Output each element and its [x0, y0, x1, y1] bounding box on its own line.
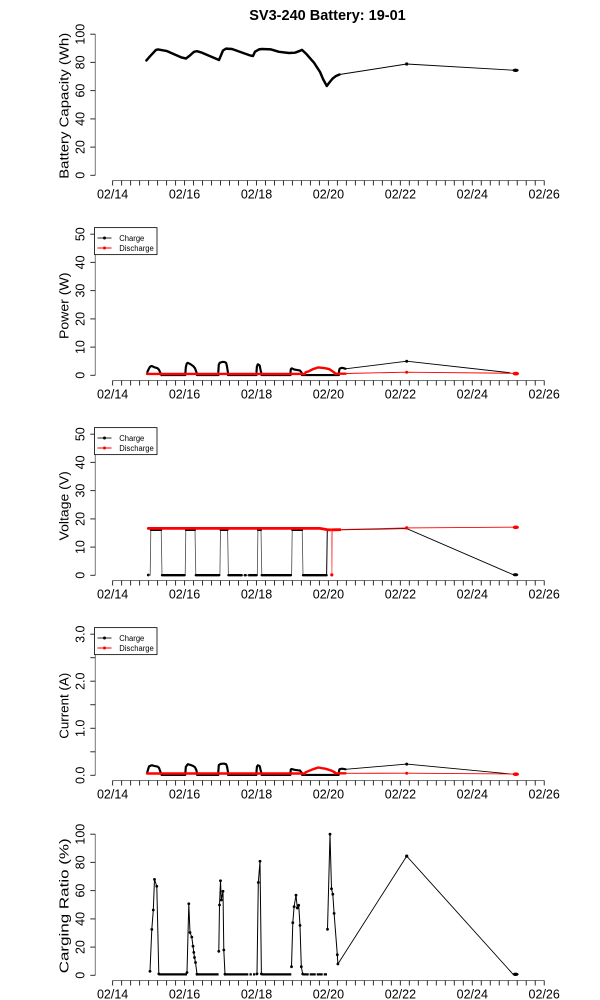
svg-text:Battery Capacity (Wh): Battery Capacity (Wh)	[57, 33, 72, 179]
svg-text:02/16: 02/16	[169, 187, 200, 201]
svg-text:1.0: 1.0	[73, 720, 87, 737]
svg-text:02/16: 02/16	[169, 987, 200, 1000]
svg-text:02/26: 02/26	[529, 587, 560, 601]
svg-text:02/14: 02/14	[97, 987, 128, 1000]
svg-text:02/22: 02/22	[385, 787, 416, 801]
svg-text:02/22: 02/22	[385, 187, 416, 201]
svg-text:30: 30	[73, 484, 87, 498]
svg-text:0: 0	[73, 972, 87, 979]
svg-text:02/24: 02/24	[457, 187, 488, 201]
svg-text:0: 0	[73, 172, 87, 179]
svg-text:Discharge: Discharge	[119, 444, 154, 453]
svg-text:0: 0	[73, 372, 87, 379]
svg-text:02/20: 02/20	[313, 987, 344, 1000]
svg-text:Power (W): Power (W)	[57, 273, 72, 340]
svg-text:0.0: 0.0	[73, 767, 87, 784]
svg-text:02/16: 02/16	[169, 387, 200, 401]
svg-text:02/26: 02/26	[529, 387, 560, 401]
svg-text:02/18: 02/18	[241, 987, 272, 1000]
svg-text:02/24: 02/24	[457, 787, 488, 801]
svg-text:02/14: 02/14	[97, 787, 128, 801]
svg-text:02/26: 02/26	[529, 187, 560, 201]
svg-text:60: 60	[73, 84, 87, 98]
svg-text:30: 30	[73, 284, 87, 298]
svg-text:Discharge: Discharge	[119, 644, 154, 653]
svg-text:Carging Ratio (%): Carging Ratio (%)	[57, 838, 72, 973]
svg-text:3.0: 3.0	[73, 625, 87, 642]
svg-text:02/20: 02/20	[313, 387, 344, 401]
svg-text:20: 20	[73, 312, 87, 326]
svg-text:02/20: 02/20	[313, 187, 344, 201]
svg-text:02/18: 02/18	[241, 387, 272, 401]
svg-text:100: 100	[73, 24, 87, 45]
svg-text:02/22: 02/22	[385, 387, 416, 401]
svg-text:60: 60	[73, 884, 87, 898]
svg-text:20: 20	[73, 140, 87, 154]
svg-text:Charge: Charge	[119, 434, 144, 443]
svg-text:0: 0	[73, 572, 87, 579]
svg-text:20: 20	[73, 512, 87, 526]
svg-text:50: 50	[73, 427, 87, 441]
svg-text:Voltage (V): Voltage (V)	[57, 471, 72, 540]
svg-text:02/26: 02/26	[529, 787, 560, 801]
svg-text:40: 40	[73, 912, 87, 926]
svg-text:02/14: 02/14	[97, 187, 128, 201]
svg-text:80: 80	[73, 55, 87, 69]
svg-text:02/16: 02/16	[169, 787, 200, 801]
svg-text:02/18: 02/18	[241, 587, 272, 601]
svg-text:02/18: 02/18	[241, 187, 272, 201]
svg-text:02/24: 02/24	[457, 987, 488, 1000]
svg-text:Discharge: Discharge	[119, 244, 154, 253]
svg-text:02/22: 02/22	[385, 587, 416, 601]
svg-text:20: 20	[73, 940, 87, 954]
svg-text:40: 40	[73, 255, 87, 269]
svg-text:02/14: 02/14	[97, 587, 128, 601]
svg-text:02/14: 02/14	[97, 387, 128, 401]
svg-text:Charge: Charge	[119, 634, 144, 643]
svg-text:80: 80	[73, 855, 87, 869]
svg-text:Current (A): Current (A)	[57, 673, 72, 739]
svg-text:2.0: 2.0	[73, 672, 87, 689]
svg-text:10: 10	[73, 340, 87, 354]
svg-text:02/20: 02/20	[313, 787, 344, 801]
svg-text:10: 10	[73, 540, 87, 554]
svg-text:02/24: 02/24	[457, 387, 488, 401]
svg-text:02/18: 02/18	[241, 787, 272, 801]
svg-text:100: 100	[73, 824, 87, 845]
svg-text:Charge: Charge	[119, 234, 144, 243]
svg-text:40: 40	[73, 455, 87, 469]
svg-text:02/24: 02/24	[457, 587, 488, 601]
svg-text:SV3-240 Battery: 19-01: SV3-240 Battery: 19-01	[249, 8, 406, 24]
svg-text:02/16: 02/16	[169, 587, 200, 601]
svg-text:02/26: 02/26	[529, 987, 560, 1000]
svg-text:40: 40	[73, 112, 87, 126]
svg-text:02/22: 02/22	[385, 987, 416, 1000]
svg-text:50: 50	[73, 227, 87, 241]
svg-text:02/20: 02/20	[313, 587, 344, 601]
